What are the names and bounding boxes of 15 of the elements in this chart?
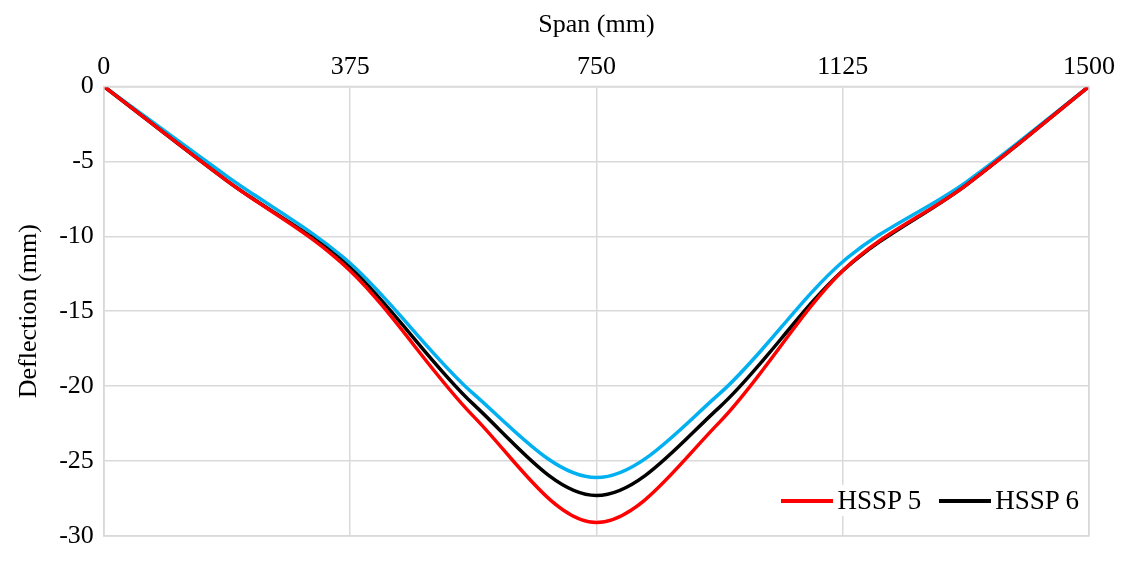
y-tick-label: -15 xyxy=(59,295,94,325)
y-axis-title: Deflection (mm) xyxy=(13,224,43,399)
x-tick-label: 1125 xyxy=(817,50,869,80)
x-tick-label: 375 xyxy=(330,50,370,80)
x-tick-label: 1500 xyxy=(1063,50,1115,80)
x-axis-title: Span (mm) xyxy=(538,9,655,39)
legend-label: HSSP 5 xyxy=(837,485,922,516)
y-tick-label: -25 xyxy=(59,444,94,474)
y-tick-label: 0 xyxy=(80,70,94,100)
y-tick-label: -5 xyxy=(72,145,94,175)
legend-label: HSSP 6 xyxy=(995,485,1079,516)
y-tick-label: -10 xyxy=(59,220,94,250)
x-tick-label: 750 xyxy=(576,50,616,80)
y-tick-label: -30 xyxy=(59,519,94,549)
y-tick-label: -20 xyxy=(59,369,94,399)
